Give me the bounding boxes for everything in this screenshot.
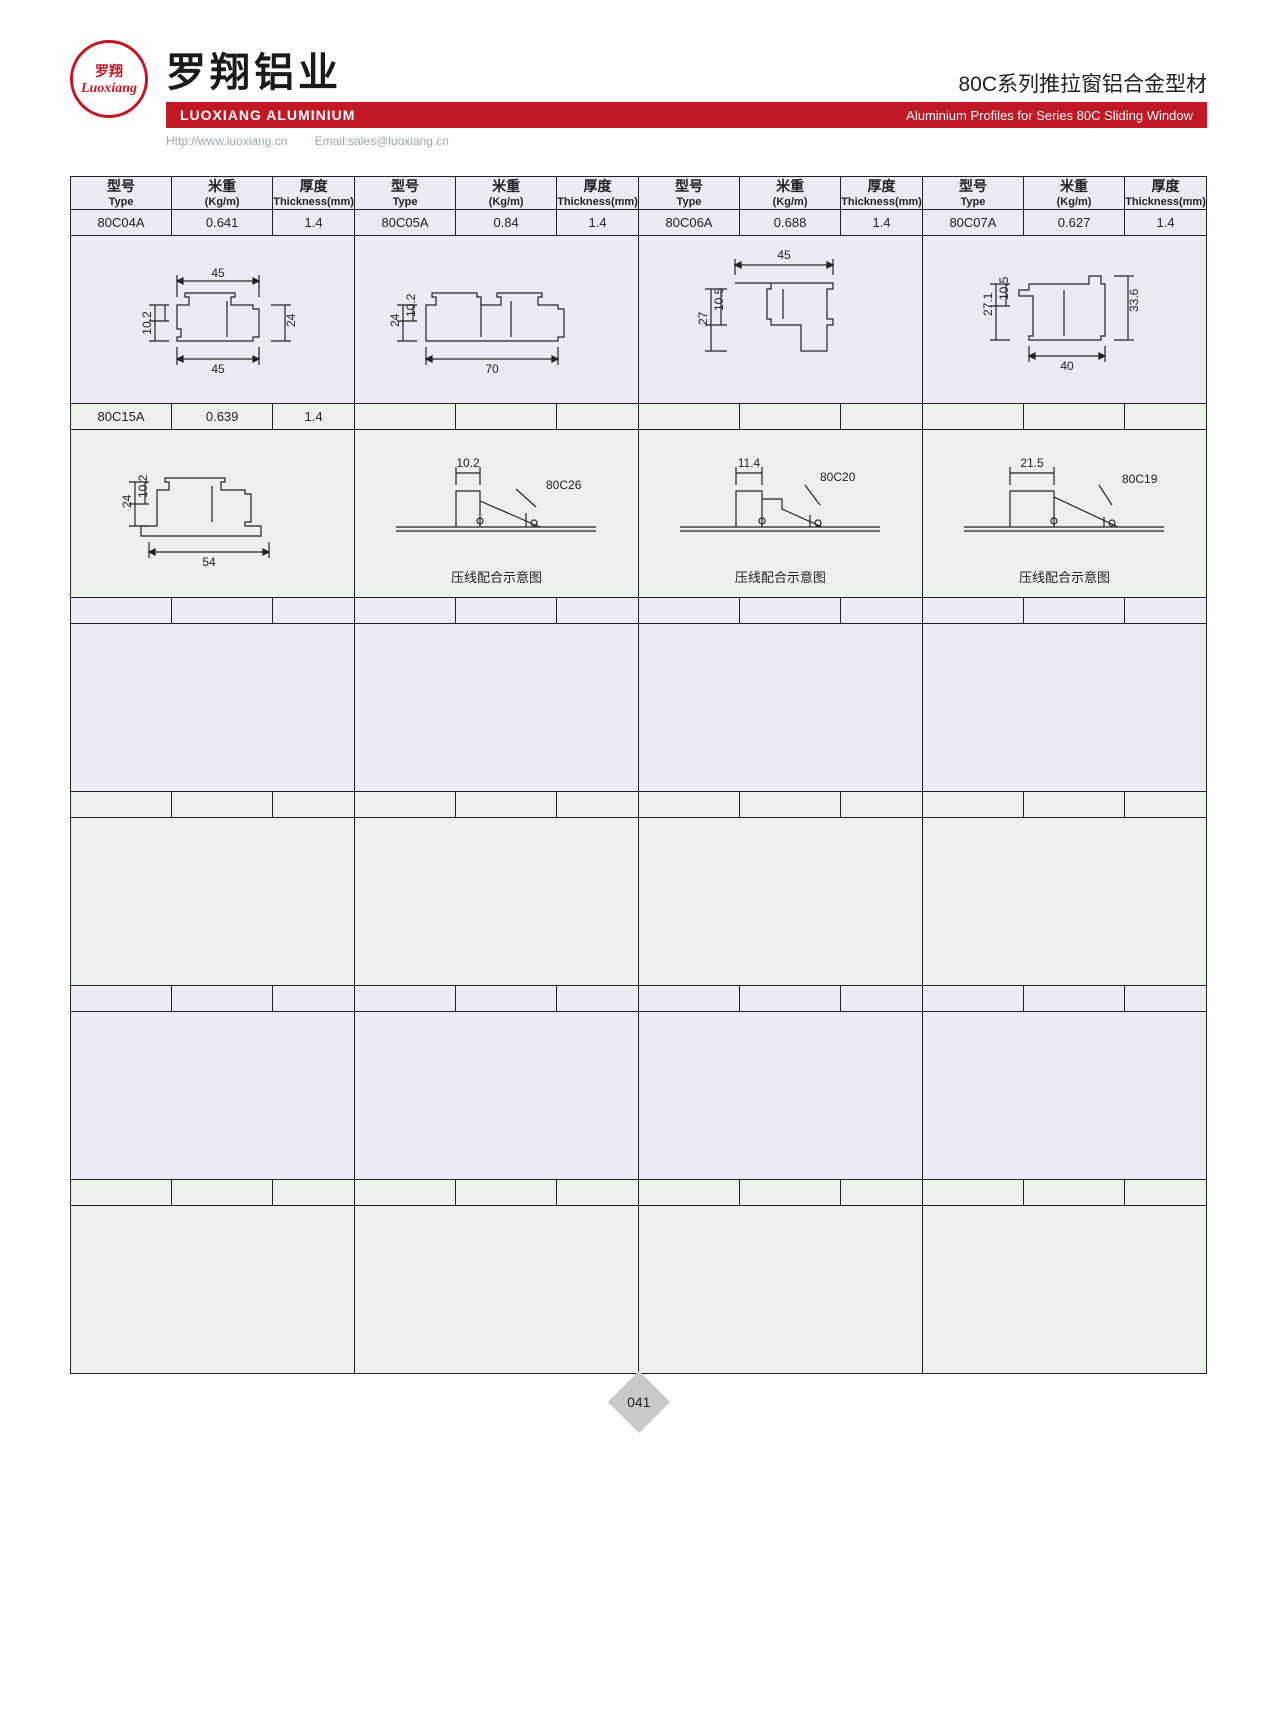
cell: 0.641 xyxy=(172,210,273,236)
email: Email:sales@luoxiang.cn xyxy=(315,134,449,148)
header-row: 型号Type 米重(Kg/m) 厚度Thickness(mm) 型号Type 米… xyxy=(71,177,1207,210)
contact: Http://www.luoxiang.cn Email:sales@luoxi… xyxy=(166,134,1207,148)
cell: 80C05A xyxy=(354,210,455,236)
svg-text:45: 45 xyxy=(778,248,792,262)
h-th-en: Thickness(mm) xyxy=(273,195,354,209)
assembly-80C19: 21.5 80C19 压线配合示意图 xyxy=(922,430,1206,598)
header: 罗翔 Luoxiang 罗翔铝业 80C系列推拉窗铝合金型材 LUOXIANG … xyxy=(70,40,1207,148)
draw-row-4 xyxy=(71,818,1207,986)
assembly-80C20: 11.4 80C20 压线配合示意图 xyxy=(638,430,922,598)
page-num: 041 xyxy=(627,1394,650,1410)
svg-text:33.6: 33.6 xyxy=(1127,288,1141,312)
header-right: 罗翔铝业 80C系列推拉窗铝合金型材 LUOXIANG ALUMINIUM Al… xyxy=(166,40,1207,148)
cell: 1.4 xyxy=(273,210,355,236)
cell: 80C04A xyxy=(71,210,172,236)
h-type-cn: 型号 xyxy=(71,177,171,195)
cell: 0.84 xyxy=(456,210,557,236)
svg-text:10.5: 10.5 xyxy=(997,276,1011,300)
svg-text:45: 45 xyxy=(212,266,226,280)
svg-text:24: 24 xyxy=(120,494,134,508)
url: Http://www.luoxiang.cn xyxy=(166,134,287,148)
svg-text:70: 70 xyxy=(486,362,500,376)
profile-80C05A: 24 10.2 70 xyxy=(354,236,638,404)
profile-80C04A: 45 10.2 24 45 xyxy=(71,236,355,404)
page-num-diamond: 041 xyxy=(607,1371,669,1433)
h-wt-en: (Kg/m) xyxy=(172,195,272,209)
data-row-6 xyxy=(71,1180,1207,1206)
red-bar: LUOXIANG ALUMINIUM Aluminium Profiles fo… xyxy=(166,102,1207,128)
series-en: Aluminium Profiles for Series 80C Slidin… xyxy=(906,108,1193,123)
draw-row-5 xyxy=(71,1012,1207,1180)
svg-text:80C19: 80C19 xyxy=(1122,472,1158,486)
cell: 1.4 xyxy=(273,404,355,430)
data-row-5 xyxy=(71,986,1207,1012)
brand-cn: 罗翔铝业 xyxy=(166,40,342,98)
svg-text:80C26: 80C26 xyxy=(546,478,582,492)
series-cn: 80C系列推拉窗铝合金型材 xyxy=(958,68,1207,98)
svg-text:10.5: 10.5 xyxy=(712,287,726,311)
logo: 罗翔 Luoxiang xyxy=(70,40,148,118)
svg-text:24: 24 xyxy=(388,313,402,327)
cell: 80C06A xyxy=(638,210,739,236)
profile-80C15A: 24 10.2 54 xyxy=(71,430,355,598)
logo-en: Luoxiang xyxy=(81,81,137,97)
draw-row-3 xyxy=(71,624,1207,792)
cell: 1.4 xyxy=(841,210,923,236)
svg-text:80C20: 80C20 xyxy=(820,470,856,484)
cell: 0.688 xyxy=(740,210,841,236)
caption: 压线配合示意图 xyxy=(355,567,638,586)
cell: 1.4 xyxy=(1125,210,1207,236)
draw-row-2: 24 10.2 54 10.2 80C26 压线配合示意图 xyxy=(71,430,1207,598)
cell: 0.627 xyxy=(1024,210,1125,236)
draw-row-6 xyxy=(71,1206,1207,1374)
cell: 80C15A xyxy=(71,404,172,430)
svg-text:10.2: 10.2 xyxy=(140,311,154,335)
cell: 1.4 xyxy=(557,210,639,236)
svg-text:11.4: 11.4 xyxy=(738,456,761,470)
svg-text:54: 54 xyxy=(203,555,217,569)
data-row-3 xyxy=(71,598,1207,624)
caption: 压线配合示意图 xyxy=(923,567,1206,586)
profile-80C07A: 27.1 10.5 33.6 40 xyxy=(922,236,1206,404)
svg-text:45: 45 xyxy=(212,362,226,376)
svg-text:27: 27 xyxy=(696,311,710,325)
svg-text:24: 24 xyxy=(284,313,298,327)
page-footer: 041 xyxy=(70,1380,1207,1424)
h-th-cn: 厚度 xyxy=(273,177,354,195)
h-type-en: Type xyxy=(71,195,171,209)
brand-en: LUOXIANG ALUMINIUM xyxy=(180,107,355,123)
svg-text:10.2: 10.2 xyxy=(136,474,150,498)
spec-table: 型号Type 米重(Kg/m) 厚度Thickness(mm) 型号Type 米… xyxy=(70,176,1207,1374)
svg-text:10.2: 10.2 xyxy=(404,293,418,317)
profile-80C06A: 45 27 10.5 xyxy=(638,236,922,404)
data-row-4 xyxy=(71,792,1207,818)
draw-row-1: 45 10.2 24 45 24 10.2 xyxy=(71,236,1207,404)
cell: 80C07A xyxy=(922,210,1023,236)
data-row-1: 80C04A 0.641 1.4 80C05A 0.84 1.4 80C06A … xyxy=(71,210,1207,236)
cell: 0.639 xyxy=(172,404,273,430)
logo-cn: 罗翔 xyxy=(95,61,123,81)
assembly-80C26: 10.2 80C26 压线配合示意图 xyxy=(354,430,638,598)
data-row-2: 80C15A 0.639 1.4 xyxy=(71,404,1207,430)
svg-text:27.1: 27.1 xyxy=(981,292,995,316)
svg-text:21.5: 21.5 xyxy=(1021,456,1045,470)
catalog-page: 罗翔 Luoxiang 罗翔铝业 80C系列推拉窗铝合金型材 LUOXIANG … xyxy=(0,0,1277,1454)
h-wt-cn: 米重 xyxy=(172,177,272,195)
svg-text:10.2: 10.2 xyxy=(457,456,481,470)
svg-text:40: 40 xyxy=(1061,359,1075,373)
caption: 压线配合示意图 xyxy=(639,567,922,586)
